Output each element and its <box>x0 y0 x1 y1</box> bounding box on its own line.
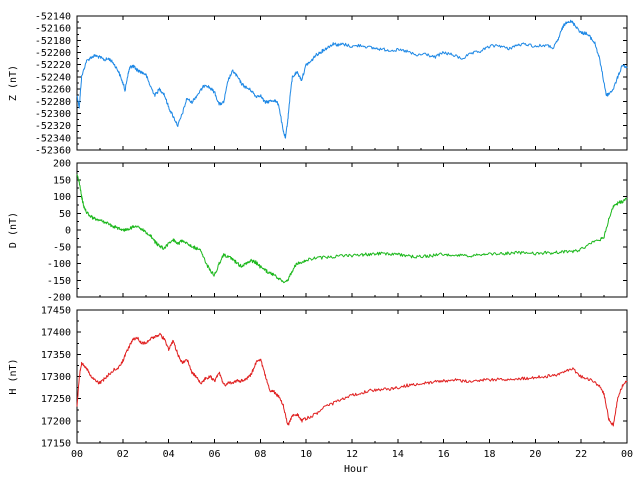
panel-z-ytick-label: -52260 <box>35 85 71 96</box>
panel-z-ytick-label: -52240 <box>35 72 71 83</box>
panel-d-ytick-label: -100 <box>47 259 71 270</box>
panel-d-ytick-label: 200 <box>53 159 71 170</box>
panel-z-ytick-label: -52280 <box>35 97 71 108</box>
panel-z-ytick-label: -52200 <box>35 48 71 59</box>
panel-d-ytick-label: -50 <box>53 242 71 253</box>
panel-d-ylabel: D (nT) <box>8 212 19 248</box>
x-tick-label: 18 <box>483 449 495 460</box>
panel-h-ytick-label: 17450 <box>41 306 71 317</box>
panel-d-ytick-label: -150 <box>47 276 71 287</box>
panel-z-ytick-label: -52220 <box>35 60 71 71</box>
x-axis-label: Hour <box>344 464 368 475</box>
panel-z-ytick-label: -52320 <box>35 121 71 132</box>
panel-z-ytick-label: -52160 <box>35 24 71 35</box>
panel-z-ytick-label: -52180 <box>35 36 71 47</box>
panel-d-ytick-label: 150 <box>53 175 71 186</box>
x-tick-label: 06 <box>208 449 220 460</box>
x-tick-label: 20 <box>529 449 541 460</box>
x-tick-label: 12 <box>346 449 358 460</box>
panel-h-ytick-label: 17300 <box>41 372 71 383</box>
panel-h-ylabel: H (nT) <box>8 358 19 394</box>
panel-h-ytick-label: 17350 <box>41 350 71 361</box>
panel-z-ytick-label: -52300 <box>35 109 71 120</box>
x-tick-label: 14 <box>392 449 404 460</box>
panel-d-ytick-label: -200 <box>47 293 71 304</box>
x-tick-label: 00 <box>621 449 633 460</box>
x-tick-label: 02 <box>117 449 129 460</box>
panel-z-frame <box>76 15 628 151</box>
panel-h-ytick-label: 17200 <box>41 416 71 427</box>
panel-h-ytick-label: 17250 <box>41 394 71 405</box>
panel-d-ytick-label: 50 <box>59 209 71 220</box>
panel-h-series-line <box>76 332 628 427</box>
x-tick-label: 00 <box>71 449 83 460</box>
panel-h-ytick-label: 17400 <box>41 328 71 339</box>
x-tick-label: 04 <box>163 449 175 460</box>
panel-z-series-line <box>76 19 628 139</box>
panel-d-series-line <box>76 174 628 284</box>
panel-h-ytick-label: 17150 <box>41 439 71 450</box>
panel-d-frame <box>76 162 628 298</box>
x-tick-label: 22 <box>575 449 587 460</box>
panel-z-ylabel: Z (nT) <box>8 65 19 101</box>
panel-z-ytick-label: -52140 <box>35 12 71 23</box>
x-tick-label: 08 <box>254 449 266 460</box>
x-tick-label: 10 <box>300 449 312 460</box>
x-tick-label: 16 <box>438 449 450 460</box>
panel-d-ytick-label: 0 <box>65 226 71 237</box>
panel-z-ytick-label: -52360 <box>35 146 71 157</box>
panel-z-ytick-label: -52340 <box>35 133 71 144</box>
panel-d-ytick-label: 100 <box>53 192 71 203</box>
